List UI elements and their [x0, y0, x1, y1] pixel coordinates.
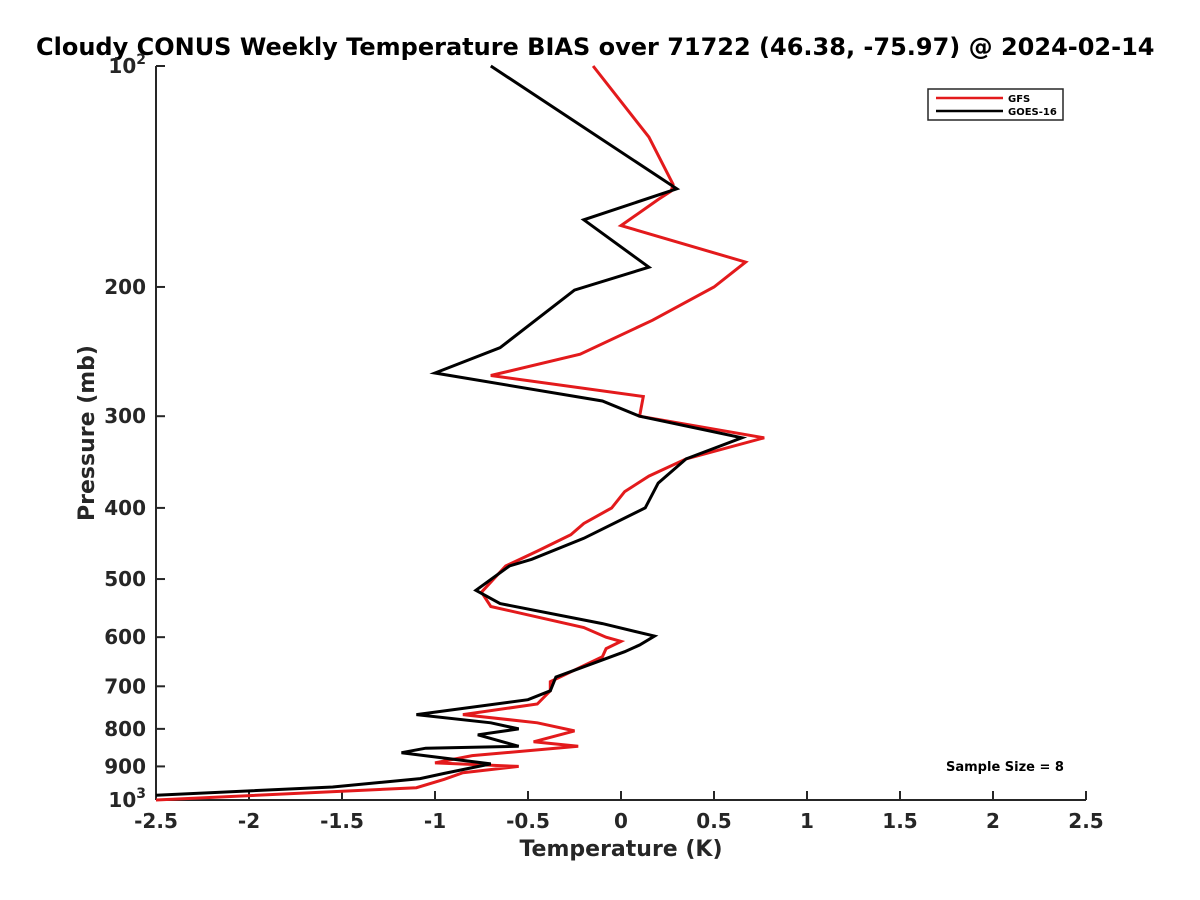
y-tick-label: 600 — [104, 625, 146, 649]
x-tick-label: 1 — [800, 809, 814, 833]
axes — [155, 66, 1086, 801]
y-tick-label: 102 — [108, 52, 146, 78]
x-tick-label: 2 — [986, 809, 1000, 833]
y-tick-label: 500 — [104, 567, 146, 591]
series-line-gfs — [155, 65, 765, 802]
y-tick-label: 800 — [104, 717, 146, 741]
sample-size-annotation: Sample Size = 8 — [946, 760, 1064, 775]
legend-box — [927, 88, 1064, 121]
x-tick-label: -0.5 — [506, 809, 550, 833]
legend: GFS GOES-16 — [927, 88, 1064, 121]
x-tick-label: -2 — [238, 809, 260, 833]
x-ticks: -2.5 -2 -1.5 -1 -0.5 0 0.5 1 1.5 2 2.5 — [134, 791, 1104, 833]
y-tick-label: 103 — [108, 786, 146, 812]
x-tick-label: 0.5 — [696, 809, 731, 833]
chart-title: Cloudy CONUS Weekly Temperature BIAS ove… — [36, 33, 1154, 61]
x-tick-label: 0 — [614, 809, 628, 833]
x-tick-label: -1.5 — [320, 809, 364, 833]
y-tick-label: 300 — [104, 404, 146, 428]
series-lines — [155, 64, 765, 802]
y-axis-label: Pressure (mb) — [75, 345, 100, 521]
x-tick-label: 1.5 — [882, 809, 917, 833]
x-axis-label: Temperature (K) — [519, 837, 722, 862]
y-ticks: 102 200 300 400 500 600 700 800 900 103 — [104, 52, 165, 812]
legend-label-gfs: GFS — [1008, 94, 1030, 105]
legend-label-goes16: GOES-16 — [1008, 107, 1057, 118]
y-tick-label: 400 — [104, 496, 146, 520]
series-line-goes-16 — [155, 64, 748, 797]
y-tick-label: 200 — [104, 275, 146, 299]
y-tick-label: 900 — [104, 754, 146, 778]
x-tick-label: 2.5 — [1068, 809, 1103, 833]
x-tick-label: -2.5 — [134, 809, 178, 833]
y-tick-label: 700 — [104, 674, 146, 698]
x-tick-label: -1 — [424, 809, 446, 833]
